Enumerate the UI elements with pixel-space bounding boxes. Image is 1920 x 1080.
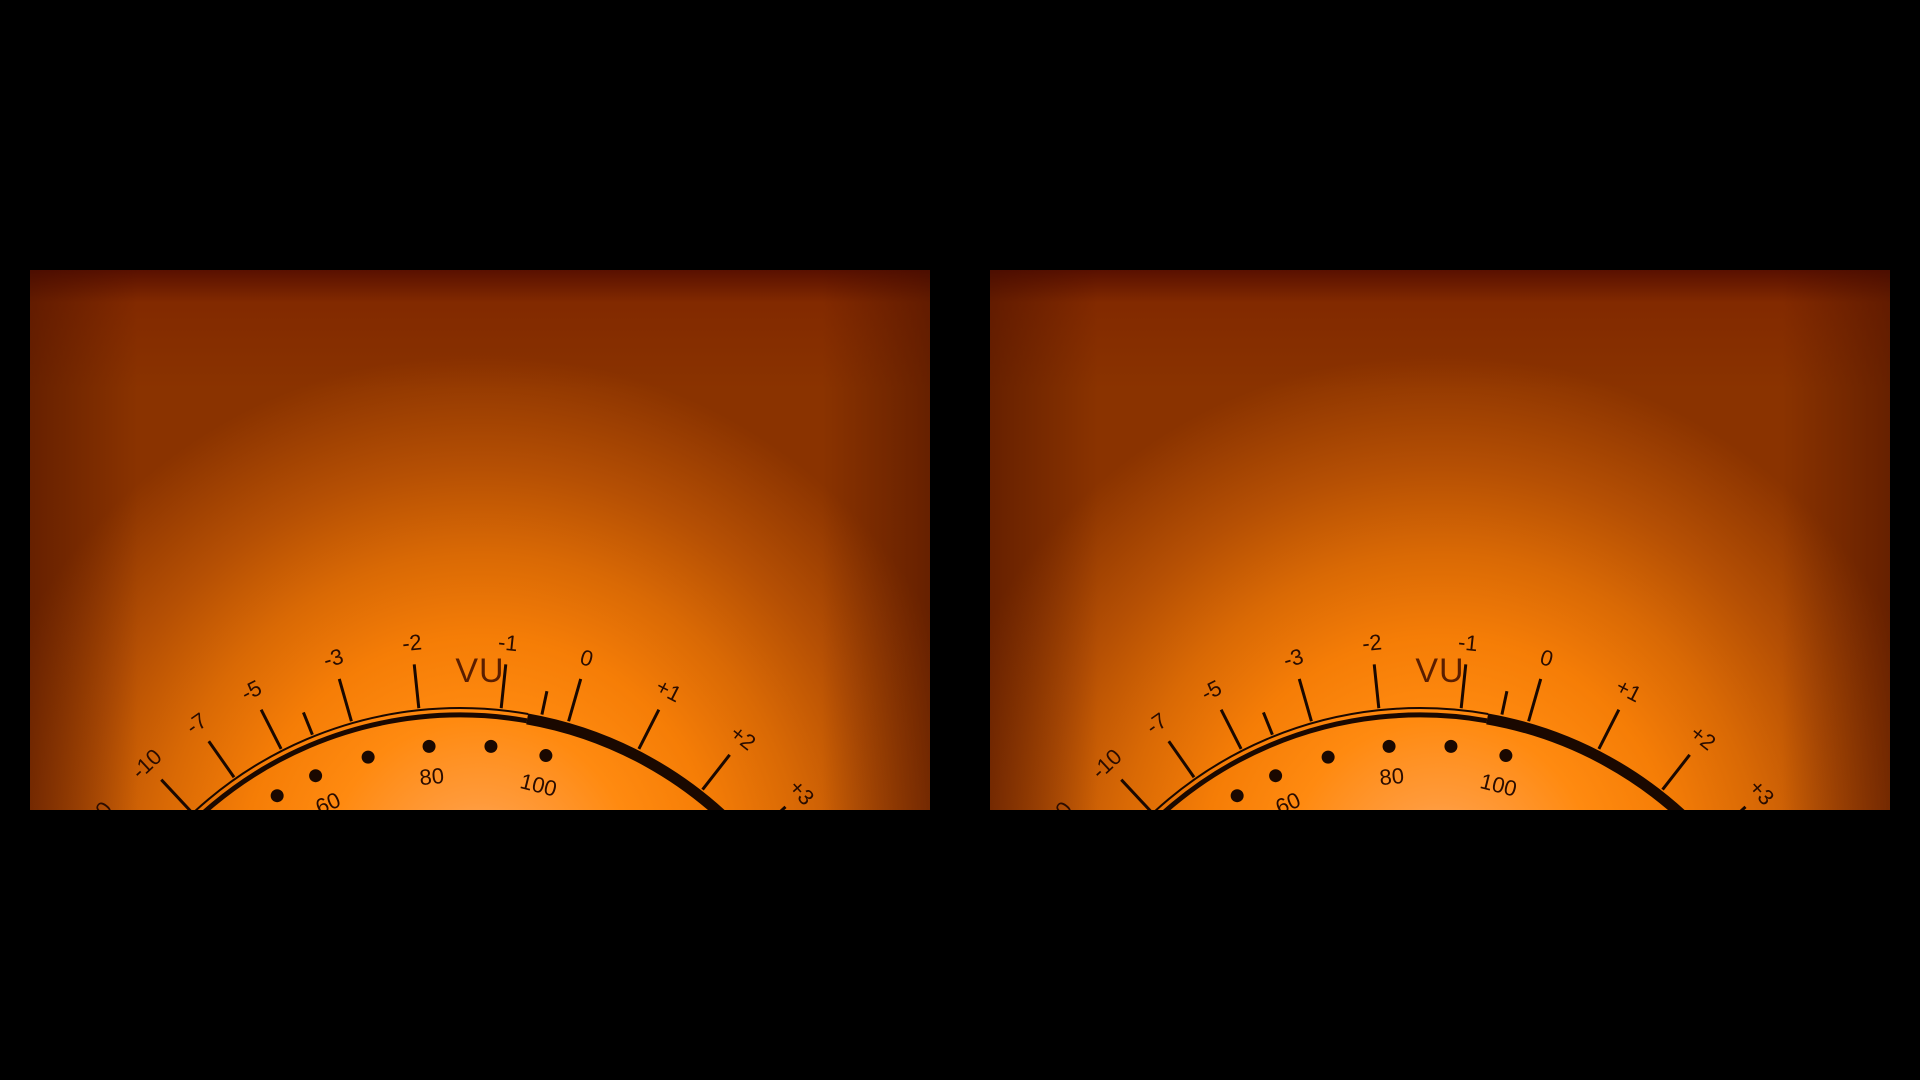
db-tick-label: +3 (1744, 775, 1779, 810)
scale-arc-inner (202, 712, 528, 810)
percent-label: 80 (418, 763, 445, 790)
db-tick (1120, 778, 1152, 810)
scale-arc-red-zone (1486, 713, 1685, 810)
minor-tick (302, 711, 314, 736)
db-tick-label: -1 (497, 629, 519, 656)
scale-arc-outer (1154, 707, 1489, 810)
db-tick (207, 740, 236, 779)
db-tick (1219, 709, 1243, 750)
minor-tick (1500, 690, 1509, 715)
db-tick (567, 678, 583, 722)
db-tick (337, 678, 353, 722)
vu-label: VU (455, 652, 505, 690)
db-tick (1167, 740, 1196, 779)
percent-dot (309, 769, 323, 783)
db-tick (1297, 678, 1313, 722)
db-tick-label: -1 (1457, 629, 1479, 656)
db-tick (499, 664, 508, 709)
percent-label: 100 (518, 768, 560, 801)
db-tick (160, 778, 192, 810)
scale-arc-outer (194, 707, 529, 810)
db-tick-label: -10 (1086, 744, 1126, 784)
meter-scale: -20-10-7-5-3-2-10+1+2+3020406080100 (78, 629, 819, 810)
db-tick-label: -10 (126, 744, 166, 784)
percent-dot (484, 739, 498, 753)
percent-dot (361, 750, 375, 764)
db-tick (779, 805, 787, 810)
db-tick-label: +2 (725, 720, 760, 755)
percent-dot (1321, 750, 1335, 764)
vu-meter-left: -20-10-7-5-3-2-10+1+2+3020406080100 VU (30, 270, 930, 810)
minor-tick (1262, 711, 1274, 736)
vu-meter-right: -20-10-7-5-3-2-10+1+2+3020406080100 VU (990, 270, 1890, 810)
db-tick-label: -2 (1361, 629, 1383, 656)
meter-scale: -20-10-7-5-3-2-10+1+2+3020406080100 (1038, 629, 1779, 810)
db-tick (637, 709, 661, 750)
db-tick (1739, 805, 1747, 810)
db-tick-label: +2 (1685, 720, 1720, 755)
scale-arc-red-zone (526, 713, 725, 810)
percent-label: 60 (312, 787, 345, 810)
percent-dot (270, 789, 284, 803)
percent-dot (1269, 769, 1283, 783)
percent-dot (1444, 739, 1458, 753)
db-tick (1372, 664, 1381, 709)
db-tick (701, 753, 731, 791)
db-tick-label: -7 (181, 708, 211, 740)
db-tick (1661, 753, 1691, 791)
db-tick (1527, 678, 1543, 722)
db-tick-label: -20 (78, 797, 117, 810)
vu-label: VU (1415, 652, 1465, 690)
db-tick-label: -7 (1141, 708, 1171, 740)
db-tick (1597, 709, 1621, 750)
db-tick-label: -20 (1038, 797, 1077, 810)
db-tick-label: +3 (784, 775, 819, 810)
percent-dot (539, 749, 553, 763)
percent-dot (1230, 789, 1244, 803)
db-tick (259, 709, 283, 750)
percent-label: 60 (1272, 787, 1305, 810)
percent-dot (422, 739, 436, 753)
percent-dot (1499, 749, 1513, 763)
scale-arc-inner (1162, 712, 1488, 810)
percent-dot (1382, 739, 1396, 753)
db-tick (412, 664, 421, 709)
percent-label: 100 (1478, 768, 1520, 801)
percent-label: 80 (1378, 763, 1405, 790)
db-tick-label: -2 (401, 629, 423, 656)
minor-tick (540, 690, 549, 715)
db-tick (1459, 664, 1468, 709)
